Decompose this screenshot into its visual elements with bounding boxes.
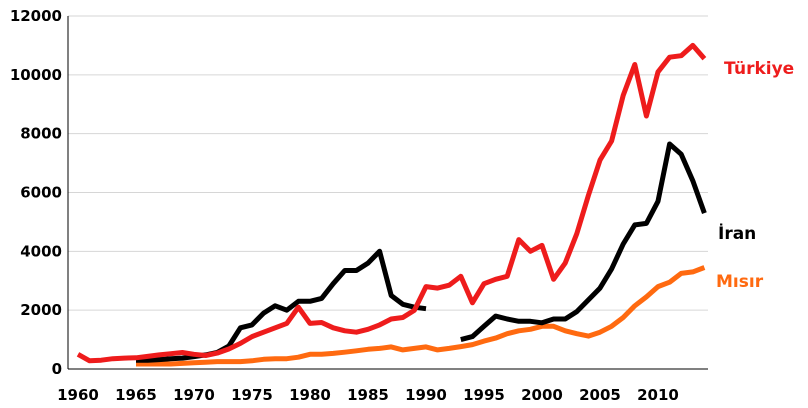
x-tick-label: 1965 <box>115 386 157 404</box>
x-tick-label: 2010 <box>637 386 679 404</box>
series-label-turkiye: Türkiye <box>724 59 794 79</box>
x-tick-label: 1990 <box>405 386 447 404</box>
x-tick-label: 2005 <box>579 386 621 404</box>
y-tick-label: 12000 <box>10 7 62 25</box>
series-label-misir: Mısır <box>716 272 764 292</box>
series-labels: Türkiye İran Mısır <box>716 59 794 292</box>
x-tick-label: 1985 <box>347 386 389 404</box>
series-line-mısır-0 <box>136 265 706 367</box>
series-line-i̇ran-0 <box>136 248 427 363</box>
series-label-iran: İran <box>718 222 756 244</box>
x-tick-label: 1975 <box>231 386 273 404</box>
x-tick-label: 2000 <box>521 386 563 404</box>
y-tick-label: 4000 <box>20 242 62 260</box>
y-tick-label: 2000 <box>20 301 62 319</box>
series-lines <box>76 42 707 367</box>
y-tick-label: 10000 <box>10 66 62 84</box>
x-tick-label: 1970 <box>173 386 215 404</box>
y-tick-label: 8000 <box>20 125 62 143</box>
series-line-i̇ran-1 <box>460 141 707 343</box>
series-line-türkiye-0 <box>76 42 707 364</box>
axes: 0 2000 4000 6000 8000 10000 12000 1960 1965 1970 1… <box>10 7 708 404</box>
y-tick-label: 6000 <box>20 184 62 202</box>
x-tick-label: 1960 <box>57 386 99 404</box>
y-tick-label: 0 <box>52 360 62 378</box>
grid <box>68 15 708 311</box>
x-tick-label: 1980 <box>289 386 331 404</box>
x-tick-label: 1995 <box>463 386 505 404</box>
